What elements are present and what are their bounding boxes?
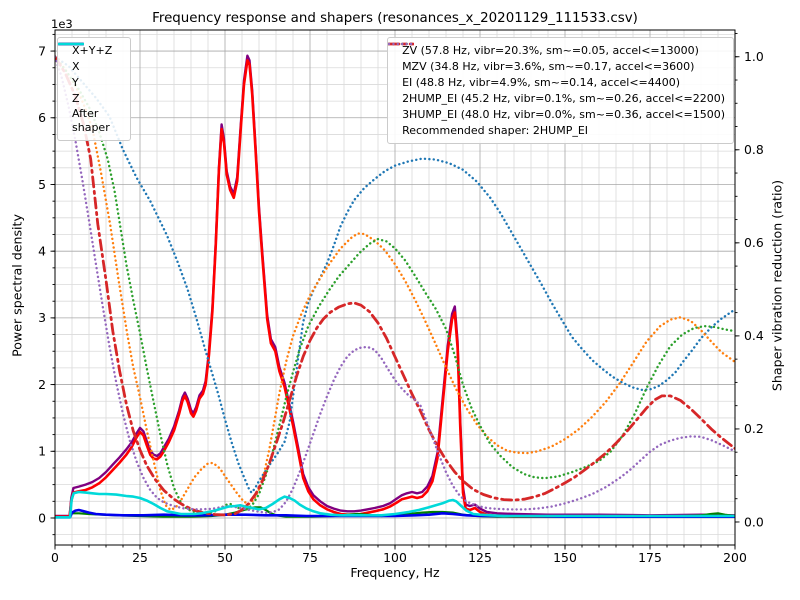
x-tick-label: 100 [383,550,407,565]
series-line-2hump-ei [55,55,735,517]
y-axis-offset-multiplier: 1e3 [51,17,73,31]
legend-line-sample-icon [58,42,84,46]
y-left-tick-label: 0 [38,510,46,525]
legend-item-2hump-ei: 2HUMP_EI (45.2 Hz, vibr=0.1%, sm~=0.26, … [388,42,725,106]
legend-label: After shaper [72,107,110,134]
y-right-tick-label: 0.4 [744,328,764,343]
y-left-tick-label: 4 [38,243,46,258]
x-tick-label: 200 [723,550,747,565]
legend-item-mzv: MZV (34.8 Hz, vibr=3.6%, sm~=0.17, accel… [388,42,725,74]
y-right-tick-label: 0.2 [744,421,764,436]
series-line-x [55,59,735,518]
legend-label: 2HUMP_EI (45.2 Hz, vibr=0.1%, sm~=0.26, … [402,91,725,105]
y-right-tick-label: 0.8 [744,142,764,157]
legend-item-z: Z [58,42,122,106]
legend-label: X+Y+Z [72,43,113,57]
legend-psd: X+Y+Z X Y Z After shaper [57,37,131,141]
legend-label: MZV (34.8 Hz, vibr=3.6%, sm~=0.17, accel… [402,59,695,73]
x-tick-label: 175 [638,550,662,565]
legend-recommended-shaper: Recommended shaper: 2HUMP_EI [395,123,725,138]
recommended-shaper-text: Recommended shaper: 2HUMP_EI [402,123,589,137]
y-axis-left-label: Power spectral density [9,214,25,357]
legend-shapers: ZV (57.8 Hz, vibr=20.3%, sm~=0.05, accel… [387,37,734,144]
series-line-after-shaper [55,490,735,519]
x-tick-label: 75 [302,550,318,565]
series-line-ei [55,55,735,515]
legend-label: Z [72,91,80,105]
legend-label: ZV (57.8 Hz, vibr=20.3%, sm~=0.05, accel… [402,43,699,57]
legend-line-sample-icon [388,42,415,46]
series-line-z [55,508,735,519]
y-left-tick-label: 5 [38,177,46,192]
x-tick-label: 25 [132,550,148,565]
legend-label: Y [72,75,79,89]
legend-label: 3HUMP_EI (48.0 Hz, vibr=0.0%, sm~=0.36, … [402,107,725,121]
y-right-tick-label: 0.0 [744,514,764,529]
legend-item-ei: EI (48.8 Hz, vibr=4.9%, sm~=0.14, accel<… [388,42,725,90]
series-line-zv [55,55,735,494]
y-axis-right-label: Shaper vibration reduction (ratio) [769,179,785,392]
legend-item-after-shaper: After shaper [58,42,122,135]
y-left-tick-label: 6 [38,110,46,125]
x-axis-label: Frequency, Hz [350,565,440,580]
legend-label: X [72,59,80,73]
y-left-tick-label: 2 [38,377,46,392]
y-right-tick-label: 0.6 [744,235,764,250]
y-left-tick-label: 7 [38,43,46,58]
x-tick-label: 150 [553,550,577,565]
axes-ticks: 0 25 50 75 100 125 150 175 200 0 1 2 3 4 5 6 7 0.0 0.2 0.4 0… [38,33,764,565]
y-left-tick-label: 3 [38,310,46,325]
legend-item-zv: ZV (57.8 Hz, vibr=20.3%, sm~=0.05, accel… [388,42,725,58]
legend-label: EI (48.8 Hz, vibr=4.9%, sm~=0.14, accel<… [402,75,681,89]
legend-shaper-rows: ZV (57.8 Hz, vibr=20.3%, sm~=0.05, accel… [388,42,725,122]
chart-title: Frequency response and shapers (resonanc… [152,11,638,26]
series-line-mzv [55,55,735,512]
x-tick-label: 0 [51,550,59,565]
y-left-tick-label: 1 [38,444,46,459]
series-line-3hump-ei [55,55,735,514]
x-tick-label: 50 [217,550,233,565]
legend-item-y: Y [58,42,122,90]
x-tick-label: 125 [468,550,492,565]
plot-series [55,54,735,519]
legend-psd-rows: X+Y+Z X Y Z After shaper [58,42,122,135]
y-right-tick-label: 1.0 [744,49,764,64]
legend-item-x: X [58,42,122,74]
legend-item-3hump-ei: 3HUMP_EI (48.0 Hz, vibr=0.0%, sm~=0.36, … [388,42,725,122]
